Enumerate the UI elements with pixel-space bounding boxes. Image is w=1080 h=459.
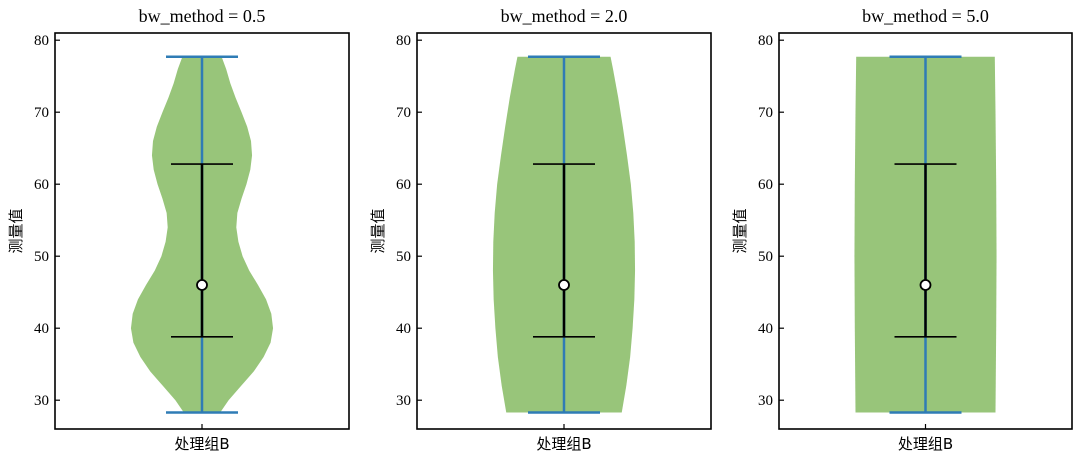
y-tick-label: 80 (758, 33, 773, 49)
x-category-label: 处理组B (536, 435, 591, 453)
y-tick-label: 40 (34, 321, 49, 337)
y-tick-label: 30 (396, 393, 411, 409)
y-tick-label: 70 (34, 105, 49, 121)
panel-title: bw_method = 5.0 (862, 6, 989, 26)
y-tick-label: 70 (758, 105, 773, 121)
y-tick-label: 50 (34, 249, 49, 265)
violin-panel-1: bw_method = 0.5 30 40 50 60 70 80 处理组B 测量值 (7, 6, 350, 453)
y-tick-label: 80 (396, 33, 411, 49)
y-tick-label: 60 (758, 177, 773, 193)
y-tick-label: 80 (34, 33, 49, 49)
y-tick-label: 60 (34, 177, 49, 193)
panel-title: bw_method = 2.0 (501, 6, 628, 26)
y-axis-label: 测量值 (369, 208, 387, 253)
median-marker (196, 279, 208, 291)
violin-panel-2: bw_method = 2.0 30 40 50 60 70 80 处理组B 测量值 (369, 6, 712, 453)
y-axis-label: 测量值 (731, 208, 749, 253)
violin-panel-3: bw_method = 5.0 30 40 50 60 70 80 处理组B 测量值 (731, 6, 1073, 453)
median-marker (558, 279, 570, 291)
y-tick-label: 40 (396, 321, 411, 337)
y-tick-label: 60 (396, 177, 411, 193)
panel-title: bw_method = 0.5 (139, 6, 266, 26)
x-category-label: 处理组B (898, 435, 953, 453)
y-tick-label: 30 (34, 393, 49, 409)
x-category-label: 处理组B (174, 435, 229, 453)
median-marker (919, 279, 932, 291)
y-tick-label: 50 (758, 249, 773, 265)
y-axis-label: 测量值 (7, 208, 25, 253)
y-tick-label: 40 (758, 321, 773, 337)
y-tick-label: 30 (758, 393, 773, 409)
y-tick-label: 50 (396, 249, 411, 265)
y-tick-label: 70 (396, 105, 411, 121)
